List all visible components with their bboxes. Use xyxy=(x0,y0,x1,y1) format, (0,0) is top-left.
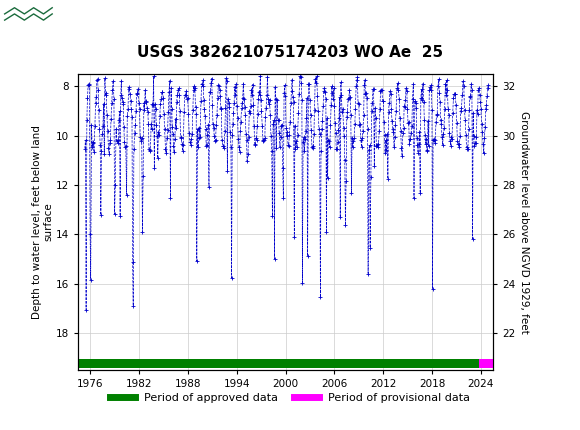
Y-axis label: Groundwater level above NGVD 1929, feet: Groundwater level above NGVD 1929, feet xyxy=(520,111,530,333)
Text: USGS: USGS xyxy=(58,8,105,23)
Bar xyxy=(3,3,55,28)
Text: USGS 382621075174203 WO Ae  25: USGS 382621075174203 WO Ae 25 xyxy=(137,45,443,60)
Y-axis label: Depth to water level, feet below land
surface: Depth to water level, feet below land su… xyxy=(32,125,53,319)
Legend: Period of approved data, Period of provisional data: Period of approved data, Period of provi… xyxy=(110,393,470,403)
